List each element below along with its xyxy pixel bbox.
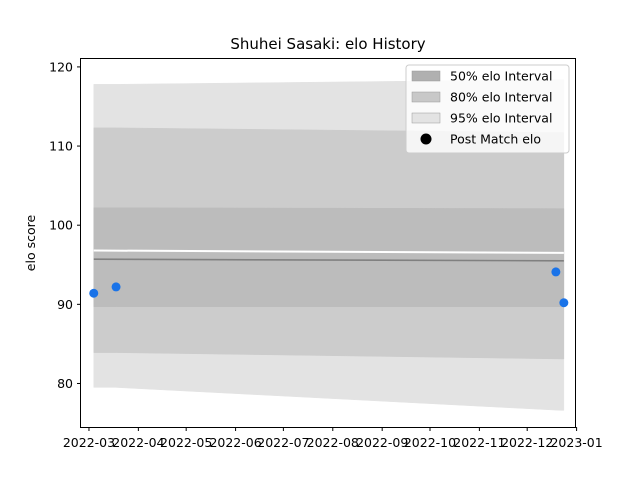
- legend-label: 50% elo Interval: [450, 69, 552, 84]
- x-tick-label: 2022-04: [112, 435, 164, 450]
- mean-line: [93, 258, 564, 262]
- trend-lines: [93, 249, 564, 262]
- legend-marker: [420, 133, 432, 145]
- legend-box: [405, 64, 570, 154]
- post-match-points: [89, 267, 569, 308]
- legend-swatch: [411, 91, 441, 103]
- chart-title: Shuhei Sasaki: elo History: [230, 35, 425, 53]
- x-tick-label: 2023-01: [550, 435, 602, 450]
- x-tick-label: 2022-08: [307, 435, 359, 450]
- legend-swatch: [411, 112, 441, 124]
- post-match-point: [89, 288, 99, 298]
- x-tick-label: 2022-05: [160, 435, 212, 450]
- x-tick-label: 2022-09: [356, 435, 408, 450]
- y-tick-label: 120: [49, 59, 73, 74]
- legend-label: 80% elo Interval: [450, 90, 552, 105]
- interval-bands: [93, 79, 565, 411]
- y-tick-label: 100: [49, 218, 73, 233]
- x-tick-label: 2022-03: [63, 435, 115, 450]
- legend-swatch: [411, 70, 441, 82]
- post-match-point: [559, 298, 569, 308]
- y-axis: 80 90 100 110 120: [49, 59, 81, 391]
- x-tick-label: 2022-11: [453, 435, 505, 450]
- plot-frame: [80, 58, 576, 428]
- x-tick-label: 2022-06: [209, 435, 261, 450]
- post-match-point: [551, 267, 561, 277]
- post-match-point: [111, 282, 121, 292]
- x-axis: 2022-032022-042022-052022-062022-072022-…: [63, 427, 603, 450]
- upper-line: [93, 249, 564, 254]
- legend-label: Post Match elo: [450, 132, 541, 147]
- y-axis-label: elo score: [23, 215, 38, 272]
- legend-label: 95% elo Interval: [450, 111, 552, 126]
- y-tick-label: 110: [49, 139, 73, 154]
- legend: 50% elo Interval 80% elo Interval 95% elo …: [405, 64, 570, 154]
- x-tick-label: 2022-07: [257, 435, 309, 450]
- band-50-elo-interval: [93, 207, 565, 307]
- y-tick-label: 80: [57, 376, 73, 391]
- x-tick-label: 2022-10: [404, 435, 456, 450]
- y-tick-label: 90: [57, 297, 73, 312]
- x-tick-label: 2022-12: [501, 435, 553, 450]
